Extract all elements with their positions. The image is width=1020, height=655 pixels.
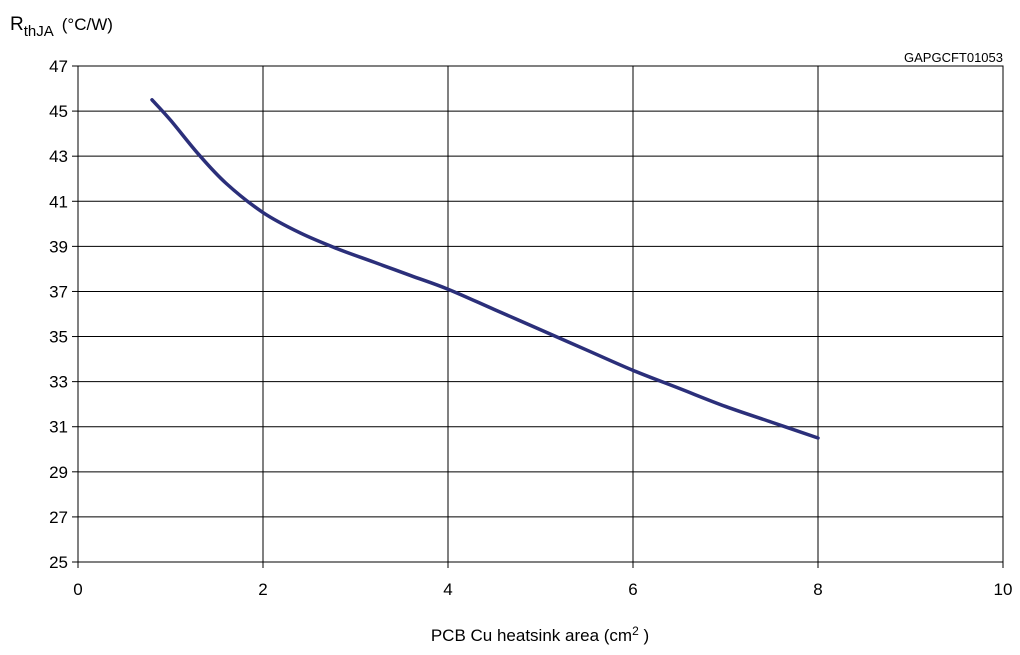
plot-border xyxy=(77,65,1004,563)
y-axis-label-sub: thJA xyxy=(24,23,54,40)
x-tick-label: 6 xyxy=(628,580,637,599)
y-axis-label: RthJA (°C/W) xyxy=(10,14,113,40)
plot-frame xyxy=(77,65,1004,563)
x-axis-label-text: PCB Cu heatsink area (cm xyxy=(431,626,632,645)
y-tick-label: 29 xyxy=(49,463,68,482)
x-tick-label: 2 xyxy=(258,580,267,599)
y-tick-label: 35 xyxy=(49,328,68,347)
y-tick-label: 39 xyxy=(49,237,68,256)
x-tick-label: 0 xyxy=(73,580,82,599)
x-tick-labels: 0 2 4 6 8 10 xyxy=(73,580,1012,599)
x-axis-label-sup: 2 xyxy=(632,624,639,638)
y-tick-label: 43 xyxy=(49,147,68,166)
y-tick-label: 31 xyxy=(49,418,68,437)
x-axis-label: PCB Cu heatsink area (cm2 ) xyxy=(431,624,649,645)
series-line-0 xyxy=(150,98,820,440)
x-axis-label-tail: ) xyxy=(639,626,649,645)
grid xyxy=(72,65,1004,568)
x-tick-label: 8 xyxy=(813,580,822,599)
y-tick-label: 33 xyxy=(49,373,68,392)
y-tick-label: 41 xyxy=(49,192,68,211)
y-tick-label: 47 xyxy=(49,57,68,76)
figure-code: GAPGCFT01053 xyxy=(904,50,1003,65)
y-axis-label-unit: (°C/W) xyxy=(62,15,113,34)
y-tick-label: 25 xyxy=(49,553,68,572)
y-tick-label: 45 xyxy=(49,102,68,121)
y-tick-labels: 25 27 29 31 33 35 37 39 41 43 45 47 xyxy=(49,57,68,572)
y-tick-label: 37 xyxy=(49,282,68,301)
y-axis-label-main: R xyxy=(10,14,24,35)
y-tick-label: 27 xyxy=(49,508,68,527)
x-tick-label: 10 xyxy=(994,580,1013,599)
series xyxy=(150,98,820,440)
x-tick-label: 4 xyxy=(443,580,452,599)
